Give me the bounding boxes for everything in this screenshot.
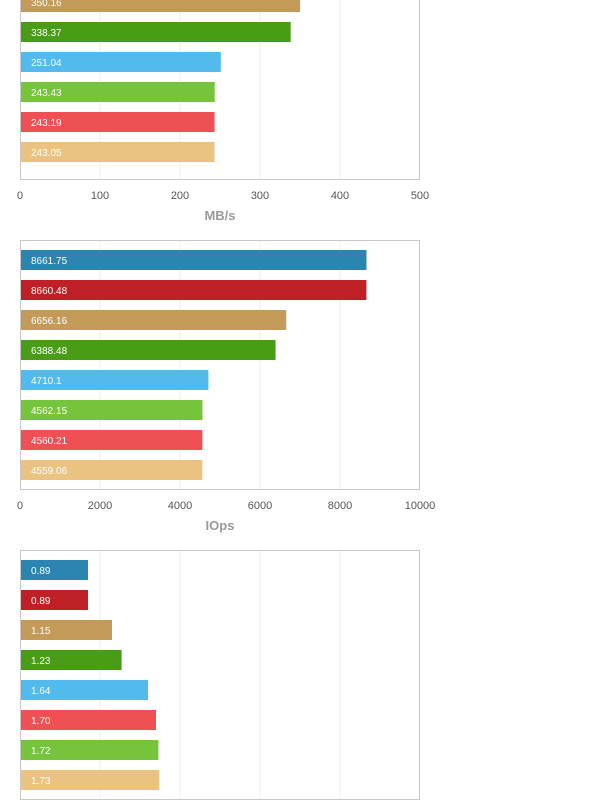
bar (20, 82, 215, 102)
bar (20, 400, 203, 420)
bar (20, 370, 209, 390)
bar-value-label: 1.23 (31, 656, 51, 667)
bar-value-label: 6388.48 (31, 346, 68, 357)
x-tick-label: 100 (91, 190, 109, 202)
chart-1: 350.16 338.37 251.04 243.43 243.19 243.05 0 100… (17, 0, 429, 223)
x-tick-label: 8000 (328, 500, 352, 512)
bar-value-label: 4562.15 (31, 406, 68, 417)
bar (20, 680, 148, 700)
bar (20, 740, 159, 760)
bar-value-label: 8661.75 (31, 256, 68, 267)
x-axis-title: MB/s (204, 208, 235, 223)
bar (20, 710, 156, 730)
bar (20, 0, 301, 12)
x-tick-label: 300 (251, 190, 269, 202)
bar (20, 340, 276, 360)
x-tick-label: 10000 (405, 500, 436, 512)
bar-value-label: 1.70 (31, 716, 51, 727)
bar (20, 280, 367, 300)
x-tick-label: 200 (171, 190, 189, 202)
bar-value-label: 8660.48 (31, 286, 68, 297)
x-tick-label: 6000 (248, 500, 272, 512)
bar-value-label: 338.37 (31, 28, 62, 39)
bar (20, 22, 291, 42)
plot-frame (20, 240, 420, 490)
bar (20, 560, 88, 580)
bar-value-label: 1.72 (31, 746, 51, 757)
bar (20, 112, 215, 132)
bar (20, 250, 367, 270)
bar (20, 590, 88, 610)
bar-value-label: 243.19 (31, 118, 62, 129)
bar-value-label: 4560.21 (31, 436, 68, 447)
chart-2: 8661.75 8660.48 6656.16 6388.48 4710.1 4562.1… (17, 240, 435, 533)
x-tick-label: 2000 (88, 500, 112, 512)
bar-value-label: 4710.1 (31, 376, 62, 387)
bar-value-label: 6656.16 (31, 316, 68, 327)
bar-value-label: 4559.06 (31, 466, 68, 477)
bar (20, 310, 287, 330)
x-tick-label: 400 (331, 190, 349, 202)
bar (20, 430, 203, 450)
bar-value-label: 0.89 (31, 566, 51, 577)
bar-value-label: 350.16 (31, 0, 62, 9)
bar (20, 460, 203, 480)
bar (20, 620, 112, 640)
bar (20, 770, 160, 790)
bar-value-label: 243.43 (31, 88, 62, 99)
x-tick-label: 0 (17, 500, 23, 512)
bar (20, 142, 215, 162)
bar (20, 52, 221, 72)
x-axis-title: IOps (206, 518, 235, 533)
chart-3: 0.89 0.89 1.15 1.23 1.64 1.70 1.72 1.73 (20, 550, 420, 800)
bar-value-label: 251.04 (31, 58, 62, 69)
bar-value-label: 1.64 (31, 686, 51, 697)
x-tick-label: 0 (17, 190, 23, 202)
bar-value-label: 1.15 (31, 626, 51, 637)
bar-value-label: 1.73 (31, 776, 51, 787)
x-tick-label: 4000 (168, 500, 192, 512)
bar (20, 650, 122, 670)
plot-frame (20, 0, 420, 180)
x-tick-label: 500 (411, 190, 429, 202)
plot-frame (20, 550, 420, 800)
bar-value-label: 0.89 (31, 596, 51, 607)
bar-value-label: 243.05 (31, 148, 62, 159)
